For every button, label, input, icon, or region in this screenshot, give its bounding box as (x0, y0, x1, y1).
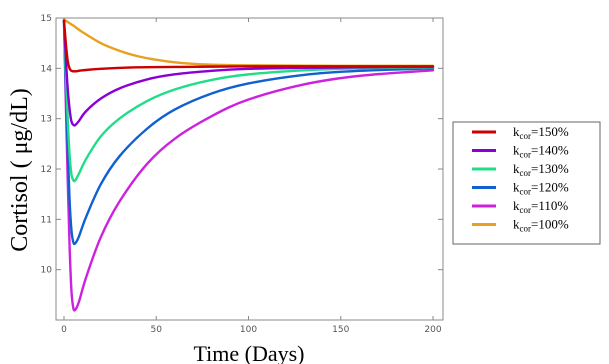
legend-entry-2: kcor=130% (513, 161, 569, 178)
legend-entry-3: kcor=120% (513, 180, 569, 197)
series-line-1 (62, 19, 435, 127)
y-tick-label-1: 11 (41, 215, 52, 225)
series-line-2 (62, 19, 435, 183)
plot-frame (55, 17, 444, 321)
legend-entry-1: kcor=140% (513, 143, 569, 160)
series-line-3 (62, 19, 435, 246)
y-axis-label: Cortisol ( μg/dL) (7, 88, 33, 252)
legend: kcor=150%kcor=140%kcor=130%kcor=120%kcor… (452, 121, 601, 245)
x-tick-label-0: 0 (61, 325, 67, 335)
series-line-5 (62, 18, 435, 68)
x-axis-label: Time (Days) (193, 341, 304, 364)
y-tick-label-2: 12 (41, 165, 52, 175)
series-lines (62, 18, 435, 312)
y-tick-label-0: 10 (41, 266, 53, 276)
y-tick-label-3: 13 (41, 115, 52, 125)
x-tick-label-1: 50 (151, 325, 163, 335)
y-tick-label-5: 15 (41, 14, 52, 24)
series-line-4 (62, 19, 435, 312)
x-tick-label-2: 100 (240, 325, 257, 335)
legend-entry-4: kcor=110% (513, 198, 568, 215)
axis-ticks: 0 50 100 150 200 10 11 12 13 14 15 (41, 14, 443, 335)
x-tick-label-4: 200 (424, 325, 441, 335)
x-tick-label-3: 150 (332, 325, 349, 335)
y-axis-title: Cortisol ( μg/dL) (7, 88, 33, 252)
series-line-0 (62, 19, 435, 73)
legend-entry-0: kcor=150% (513, 124, 569, 141)
legend-entry-5: kcor=100% (513, 217, 569, 234)
y-tick-label-4: 14 (41, 64, 53, 74)
